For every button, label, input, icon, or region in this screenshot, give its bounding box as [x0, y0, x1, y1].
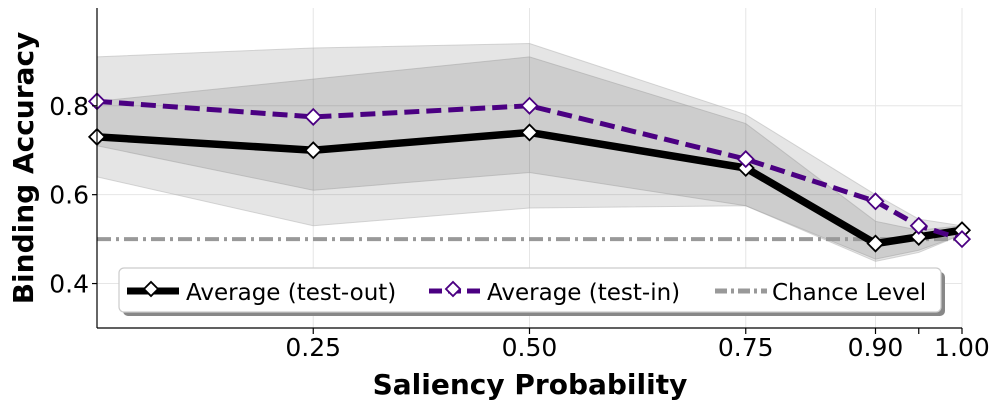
legend-label-test-in: Average (test-in): [487, 280, 680, 306]
data-point-test-out-2: [520, 123, 539, 142]
legend-label-chance: Chance Level: [772, 280, 926, 306]
data-point-test-in-2: [520, 96, 539, 115]
x-tick-label-0: 0.25: [285, 333, 341, 362]
data-point-test-out-5: [909, 227, 928, 246]
data-point-test-out-1: [304, 141, 323, 160]
data-point-test-out-4: [866, 234, 885, 253]
axes: [92, 8, 963, 334]
data-point-test-in-4: [866, 192, 885, 211]
data-point-test-in-1: [304, 107, 323, 126]
data-point-test-in-6: [952, 230, 972, 249]
legend-box: [118, 267, 942, 313]
legend-marker-test-in: [444, 280, 462, 298]
y-tick-label-2: 0.8: [49, 92, 89, 121]
x-tick-label-2: 0.75: [718, 333, 774, 362]
x-tick-label-3: 0.90: [848, 333, 904, 362]
legend-label-test-out: Average (test-out): [186, 280, 396, 306]
legend-marker-test-out: [142, 280, 160, 298]
y-tick-label-0: 0.4: [49, 270, 89, 299]
data-point-test-in-5: [909, 216, 928, 235]
y-tick-label-1: 0.6: [49, 181, 89, 210]
x-axis-title: Saliency Probability: [373, 368, 688, 401]
y-axis-title: Binding Accuracy: [7, 32, 40, 305]
x-tick-label-1: 0.50: [502, 333, 558, 362]
tick-labels: 0.4 0.6 0.8 0.25 0.50 0.75 0.90 1.00: [49, 92, 990, 362]
legend: Average (test-out) Average (test-in) Cha…: [118, 267, 945, 316]
x-tick-label-4: 1.00: [934, 333, 990, 362]
data-point-test-in-3: [736, 150, 755, 169]
